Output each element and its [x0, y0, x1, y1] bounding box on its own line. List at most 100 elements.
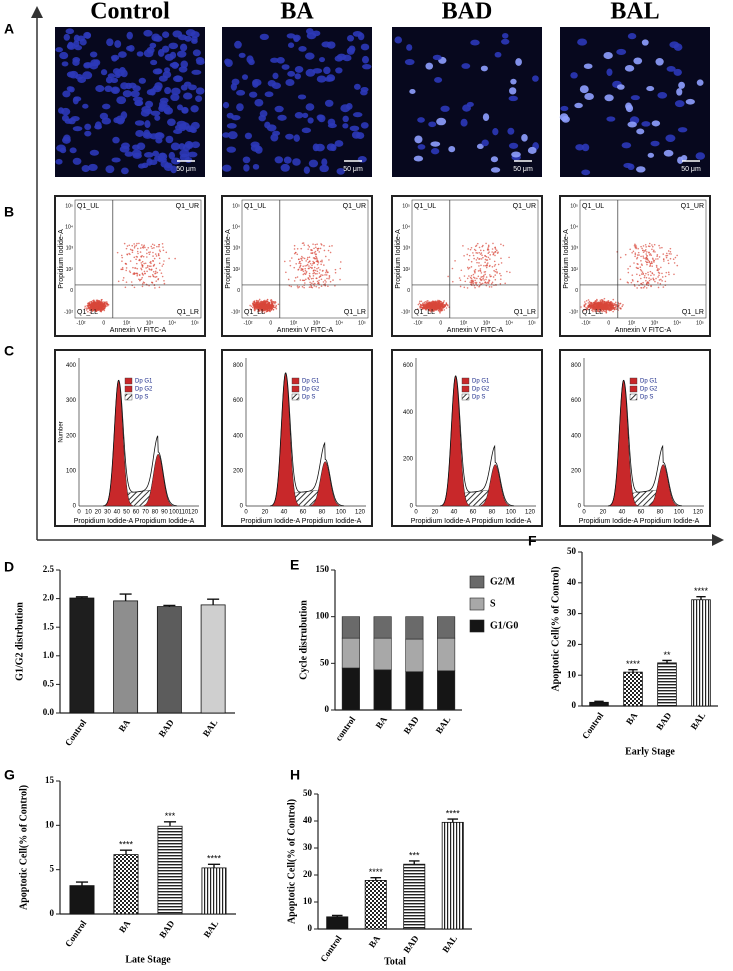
- event-dot: [642, 245, 645, 247]
- event-dot: [256, 303, 259, 306]
- event-dot: [475, 283, 477, 285]
- event-dot: [328, 276, 331, 278]
- event-dot: [267, 300, 269, 303]
- event-dot: [487, 245, 490, 248]
- event-dot: [483, 264, 485, 267]
- y-tick-label: 100: [316, 611, 330, 621]
- event-dot: [150, 262, 152, 265]
- event-dot: [425, 307, 428, 309]
- event-dot: [256, 299, 259, 302]
- nucleus: [312, 143, 320, 152]
- nucleus: [294, 111, 304, 119]
- event-dot: [651, 244, 653, 246]
- event-dot: [596, 299, 598, 302]
- event-dot: [93, 299, 95, 302]
- event-dot: [494, 270, 497, 273]
- event-dot: [426, 306, 429, 309]
- event-dot: [313, 266, 316, 269]
- event-dot: [650, 284, 652, 287]
- y-tick-label: 200: [233, 468, 244, 474]
- nucleus: [143, 152, 154, 158]
- panel-label: H: [290, 767, 300, 783]
- event-dot: [144, 246, 146, 249]
- nucleus: [351, 131, 361, 139]
- event-dot: [301, 242, 304, 245]
- event-dot: [316, 280, 319, 283]
- event-dot: [148, 268, 150, 270]
- event-dot: [138, 242, 140, 245]
- event-dot: [324, 255, 327, 258]
- event-dot: [479, 253, 482, 255]
- event-dot: [661, 246, 663, 249]
- event-dot: [656, 255, 658, 258]
- event-dot: [472, 254, 475, 257]
- nucleus: [63, 33, 70, 41]
- legend-label: Dp G2: [302, 387, 320, 393]
- nucleus: [663, 149, 674, 157]
- nucleus: [250, 141, 260, 148]
- event-dot: [121, 266, 124, 269]
- event-dot: [493, 251, 495, 254]
- error-bar: [447, 818, 459, 823]
- event-dot: [469, 276, 472, 279]
- event-dot: [146, 256, 148, 258]
- nucleus: [55, 158, 63, 165]
- event-dot: [421, 308, 424, 310]
- event-dot: [651, 265, 653, 268]
- event-dot: [636, 262, 639, 265]
- event-dot: [265, 307, 268, 309]
- nucleus: [100, 69, 108, 76]
- event-dot: [608, 307, 610, 310]
- y-axis-label: Number: [59, 421, 65, 442]
- event-dot: [137, 252, 139, 255]
- event-dot: [479, 277, 481, 280]
- event-dot: [433, 304, 435, 307]
- x-tick-label: 80: [657, 510, 664, 516]
- event-dot: [601, 310, 603, 313]
- nucleus: [305, 52, 315, 60]
- event-dot: [466, 253, 469, 256]
- event-dot: [666, 252, 668, 255]
- y-tick-label: 10⁵: [65, 203, 73, 209]
- event-dot: [460, 269, 463, 272]
- event-dot: [454, 260, 456, 262]
- event-dot: [653, 243, 656, 246]
- event-dot: [436, 301, 439, 304]
- event-dot: [420, 300, 423, 303]
- nucleus: [169, 62, 180, 68]
- event-dot: [253, 307, 256, 310]
- event-dot: [291, 257, 293, 259]
- nucleus: [308, 159, 319, 168]
- event-dot: [151, 274, 154, 276]
- event-dot: [88, 308, 90, 310]
- event-dot: [311, 266, 313, 269]
- x-tick-label: 20: [600, 510, 607, 516]
- event-dot: [125, 247, 128, 250]
- event-dot: [301, 259, 303, 262]
- event-dot: [642, 257, 645, 259]
- nucleus: [136, 51, 144, 57]
- legend-swatch: [291, 385, 300, 393]
- event-dot: [613, 307, 615, 309]
- event-dot: [656, 253, 659, 256]
- y-tick-label: 15: [45, 775, 55, 785]
- event-dot: [140, 267, 142, 270]
- legend-swatch: [461, 377, 470, 385]
- event-dot: [471, 279, 474, 282]
- nucleus: [114, 73, 121, 79]
- bar: [364, 880, 387, 930]
- significance-label: ****: [446, 808, 461, 818]
- x-tick-label: BAD: [401, 933, 420, 955]
- nucleus: [150, 59, 158, 66]
- event-dot: [174, 257, 176, 260]
- legend-swatch: [469, 619, 485, 633]
- event-dot: [468, 258, 470, 261]
- nucleus: [404, 59, 415, 66]
- event-dot: [468, 275, 470, 277]
- nucleus: [95, 85, 105, 93]
- quadrant-label: Q1_LR: [514, 309, 536, 316]
- nucleus: [164, 53, 174, 61]
- nucleus: [623, 162, 633, 169]
- event-dot: [642, 281, 644, 284]
- event-dot: [302, 273, 305, 276]
